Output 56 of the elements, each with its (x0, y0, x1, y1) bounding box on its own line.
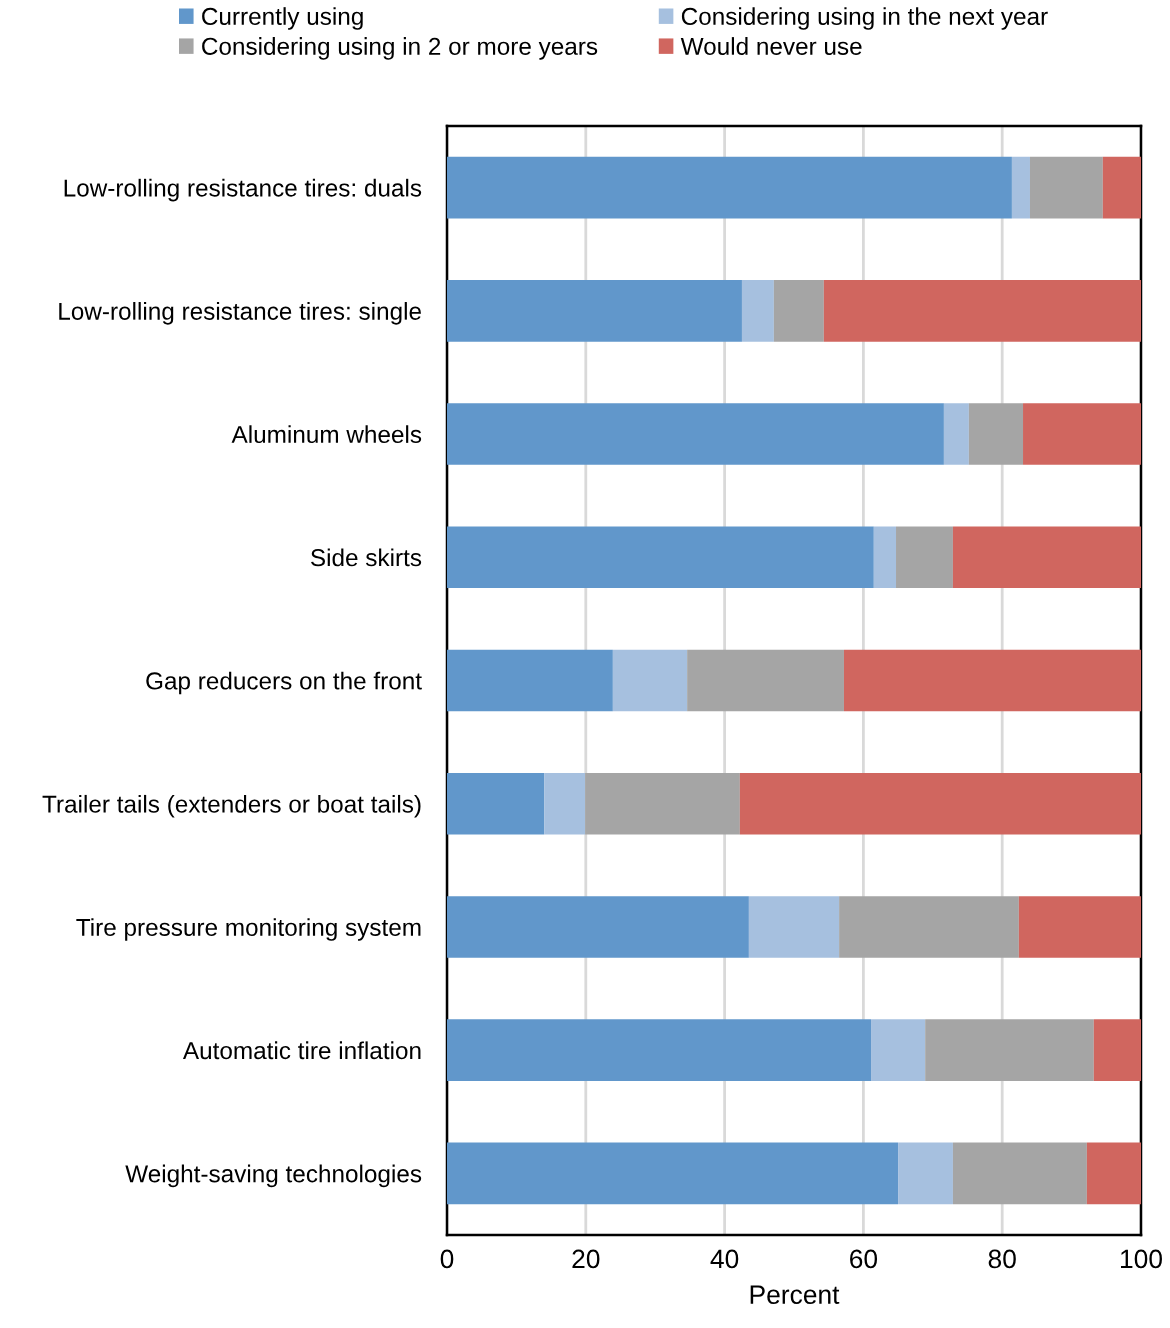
y-tick-label: Low-rolling resistance tires: duals (64, 178, 422, 202)
bar (447, 1019, 872, 1081)
x-tick-label: 40 (710, 1249, 739, 1269)
x-tick-label: 80 (988, 1249, 1016, 1269)
y-tick-label: Weight-saving technologies (125, 1164, 422, 1188)
bar (898, 1142, 953, 1205)
bar (952, 1142, 1087, 1205)
y-tick-label: Aluminum wheels (231, 425, 422, 444)
y-tick-label: Tire pressure monitoring system (76, 918, 421, 941)
bar (1023, 403, 1141, 465)
bar (447, 772, 545, 835)
bar (925, 1019, 1094, 1081)
bar (952, 526, 1141, 589)
y-tick-label: Side skirts (311, 548, 422, 567)
bar (739, 772, 1141, 835)
bar (447, 896, 749, 958)
bar (748, 896, 840, 958)
bar (1029, 156, 1103, 219)
bar (839, 896, 1019, 958)
bar (447, 526, 874, 589)
bar (544, 772, 586, 835)
bar (1086, 1142, 1141, 1205)
bar (447, 1142, 899, 1205)
bar (612, 649, 688, 712)
bar (873, 526, 897, 589)
bar (871, 1019, 926, 1081)
bar (843, 649, 1141, 712)
legend-label: Considering using in 2 or more years (202, 37, 598, 60)
x-tick-label: 0 (440, 1249, 454, 1269)
x-tick-label: 20 (572, 1249, 600, 1269)
y-tick-label: Automatic tire inflation (182, 1041, 421, 1060)
bar (447, 403, 944, 465)
legend-label: Considering using in the next year (681, 7, 1048, 30)
bar (447, 280, 742, 342)
bar (943, 403, 969, 465)
bar (823, 280, 1141, 342)
x-tick-label: 60 (850, 1249, 878, 1269)
x-axis-title: Percent (750, 1285, 840, 1304)
y-tick-label: Trailer tails (extenders or boat tails) (42, 794, 421, 818)
bar (447, 649, 613, 712)
bar (585, 772, 740, 835)
bar (896, 526, 953, 589)
legend-label: Currently using (202, 7, 363, 30)
bar (687, 649, 844, 712)
bar (1011, 156, 1030, 219)
y-tick-label: Gap reducers on the front (146, 671, 422, 695)
bar (741, 280, 774, 342)
legend-label: Would never use (680, 37, 862, 55)
bar (1102, 156, 1141, 219)
bar (1018, 896, 1141, 958)
bar (968, 403, 1024, 465)
bar (447, 156, 1012, 219)
bar (773, 280, 824, 342)
bar (1093, 1019, 1141, 1081)
x-tick-label: 100 (1121, 1249, 1162, 1269)
y-tick-label: Low-rolling resistance tires: single (59, 302, 421, 325)
